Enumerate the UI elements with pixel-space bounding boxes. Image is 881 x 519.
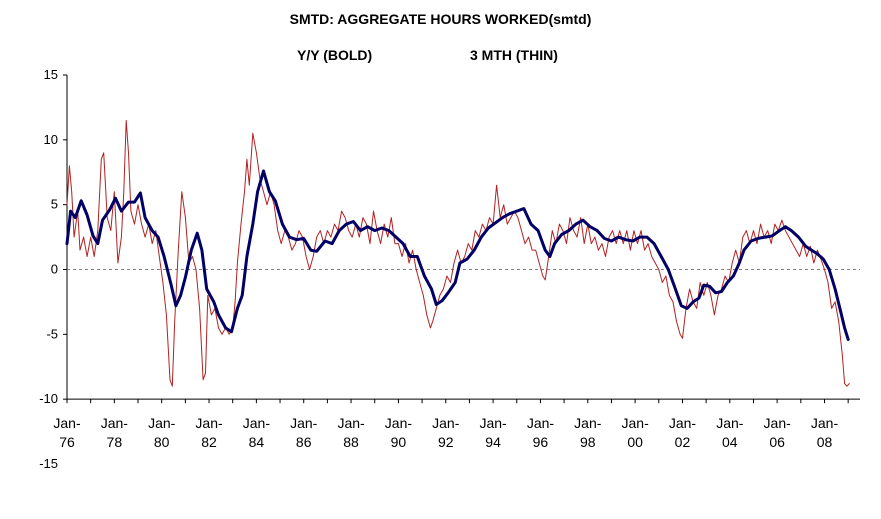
x-tick-label-year: 80 (154, 434, 170, 450)
x-tick-label-month: Jan- (337, 415, 365, 431)
x-tick-label-month: Jan- (195, 415, 223, 431)
x-tick-label-month: Jan- (148, 415, 176, 431)
x-tick-label-month: Jan- (385, 415, 413, 431)
y-tick-label: 15 (44, 67, 58, 82)
series-line-3mth-thin (66, 119, 850, 387)
y-tick-label: -10 (39, 391, 58, 406)
x-tick-label-month: Jan- (290, 415, 318, 431)
x-tick-label-year: 86 (296, 434, 312, 450)
chart-axes: 15 10 5 0 -5 -10 -15 Jan- 76 Jan- 78 Jan- 80 Jan- 82 Ja… (39, 67, 860, 471)
x-tick-label-month: Jan- (101, 415, 129, 431)
x-tick-label-month: Jan- (574, 415, 602, 431)
x-tick-label-month: Jan- (764, 415, 792, 431)
y-tick-label: 10 (44, 132, 58, 147)
subtitle-bold-series: Y/Y (BOLD) (297, 47, 373, 63)
x-tick-label-month: Jan- (622, 415, 650, 431)
y-tick-label: 0 (51, 262, 58, 277)
x-tick-label-year: 76 (59, 434, 75, 450)
x-tick-label-year: 08 (817, 434, 833, 450)
x-tick-label-year: 02 (675, 434, 691, 450)
chart-title: SMTD: AGGREGATE HOURS WORKED(smtd) (289, 11, 592, 27)
series-line-yy-bold (65, 169, 850, 341)
x-tick-label-year: 96 (533, 434, 549, 450)
x-tick-label-year: 06 (769, 434, 785, 450)
subtitle-thin-series: 3 MTH (THIN) (470, 47, 558, 63)
x-tick-label-year: 92 (438, 434, 454, 450)
x-tick-label-year: 04 (722, 434, 738, 450)
x-tick-label-year: 78 (107, 434, 123, 450)
x-tick-label-year: 84 (249, 434, 265, 450)
x-tick-label-month: Jan- (669, 415, 697, 431)
y-tick-label: 5 (51, 197, 58, 212)
y-tick-label: -5 (46, 326, 58, 341)
x-tick-label-month: Jan- (53, 415, 81, 431)
x-tick-label-month: Jan- (811, 415, 839, 431)
x-tick-label-year: 88 (343, 434, 359, 450)
x-tick-label-month: Jan- (527, 415, 555, 431)
x-tick-label-month: Jan- (432, 415, 460, 431)
x-tick-label-month: Jan- (716, 415, 744, 431)
x-tick-label-year: 00 (627, 434, 643, 450)
x-tick-label-year: 82 (201, 434, 217, 450)
x-tick-label-year: 94 (485, 434, 501, 450)
x-tick-label-month: Jan- (479, 415, 507, 431)
x-tick-label-month: Jan- (243, 415, 271, 431)
y-tick-label: -15 (39, 456, 58, 471)
series-layer (65, 119, 850, 387)
x-tick-label-year: 98 (580, 434, 596, 450)
x-tick-label-year: 90 (391, 434, 407, 450)
